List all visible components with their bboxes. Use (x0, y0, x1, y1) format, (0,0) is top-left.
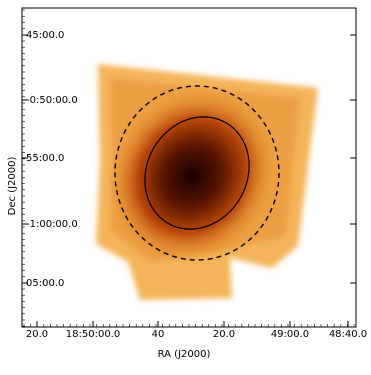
x-tick-label: 20.0 (26, 329, 48, 340)
x-axis-label: RA (J2000) (158, 349, 211, 360)
x-ticks: 20.0 18:50:00.0 40 20.0 49:00.0 48:40.0 (23, 321, 367, 340)
sky-image (96, 64, 318, 300)
x-tick-label: 18:50:00.0 (66, 329, 120, 340)
x-tick-label: 49:00.0 (271, 329, 309, 340)
y-tick-label: 55:00.0 (26, 153, 64, 164)
y-tick-label: -1:00:00.0 (26, 219, 78, 230)
x-tick-label: 20.0 (213, 329, 235, 340)
y-ticks: 45:00.0 -0:50:00.0 55:00.0 -1:00:00.0 05:00.… (22, 9, 356, 327)
x-tick-label: 40 (152, 329, 165, 340)
y-axis-label: Dec (J2000) (7, 157, 18, 216)
x-tick-label: 48:40.0 (329, 329, 367, 340)
y-tick-label: 05:00.0 (26, 278, 64, 289)
y-tick-label: 45:00.0 (26, 30, 64, 41)
y-tick-label: -0:50:00.0 (26, 95, 78, 106)
